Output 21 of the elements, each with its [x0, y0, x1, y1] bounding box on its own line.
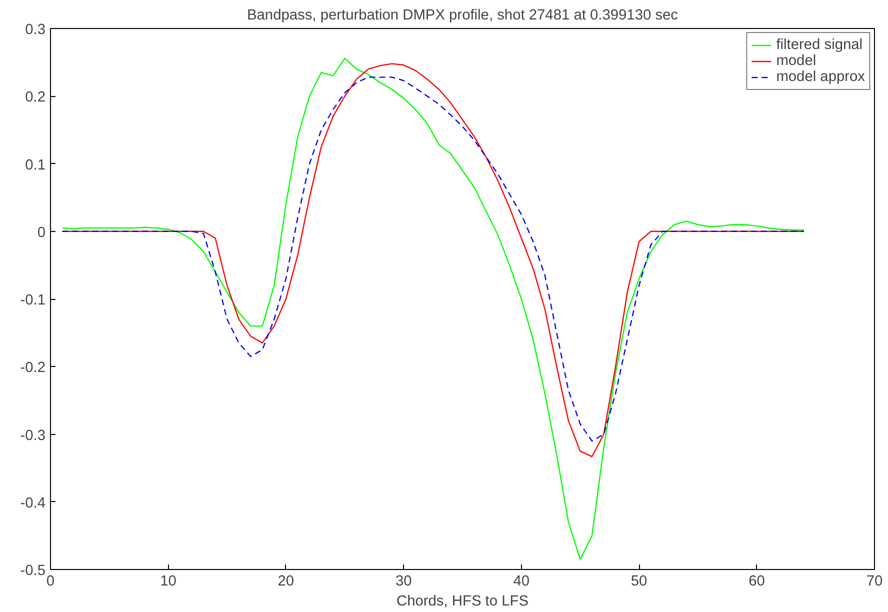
legend-label: model approx	[776, 69, 865, 85]
y-tick-label: 0.2	[25, 90, 46, 106]
chart-title: Bandpass, perturbation DMPX profile, shot 27481 at 0.399130 sec	[246, 8, 678, 24]
legend-label: model	[776, 53, 816, 69]
y-tick-label: -0.2	[20, 360, 46, 376]
x-tick-label: 20	[278, 574, 294, 590]
x-tick-label: 60	[748, 574, 765, 590]
y-tick-label: 0.1	[25, 157, 46, 174]
y-tick-label: -0.4	[20, 495, 46, 512]
y-tick-label: 0.3	[25, 22, 46, 38]
y-tick-label: -0.5	[20, 563, 46, 579]
y-tick-label: -0.1	[20, 292, 46, 308]
x-tick-label: 30	[395, 574, 412, 590]
legend-label: filtered signal	[776, 37, 863, 53]
x-axis-title: Chords, HFS to LFS	[396, 594, 529, 610]
x-tick-label: 10	[160, 574, 176, 590]
y-tick-label: 0	[37, 224, 46, 241]
y-tick-label: -0.3	[20, 428, 46, 444]
x-tick-label: 70	[866, 574, 883, 590]
x-tick-label: 40	[513, 574, 530, 590]
x-tick-label: 50	[630, 574, 648, 590]
